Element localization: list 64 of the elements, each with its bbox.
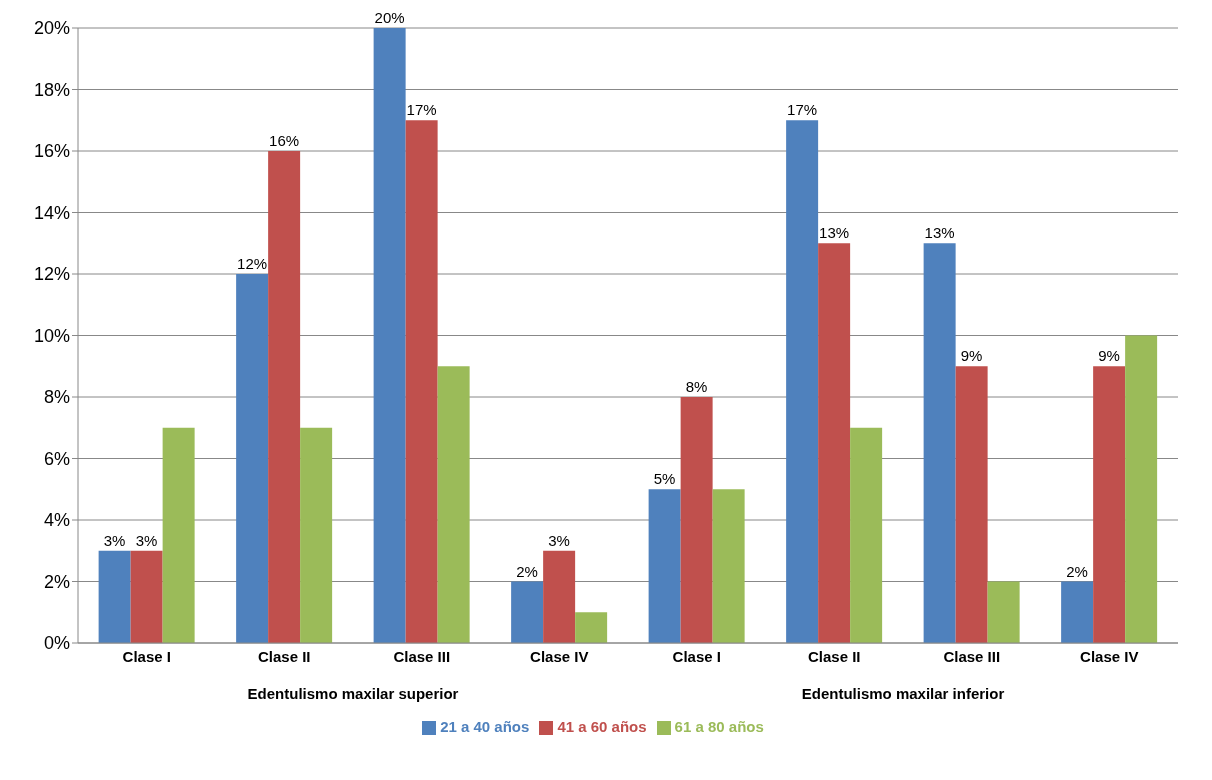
x-tick-label: Clase I xyxy=(672,647,721,665)
bar xyxy=(955,366,988,643)
bar xyxy=(575,612,608,643)
x-tick-label: Clase II xyxy=(807,647,861,665)
data-label: 2% xyxy=(516,562,538,580)
y-tick-label: 10% xyxy=(33,325,70,346)
x-tick-label: Clase III xyxy=(393,647,451,665)
bar xyxy=(712,489,745,643)
data-label: 2% xyxy=(1066,562,1088,580)
data-label: 17% xyxy=(787,101,818,119)
data-label: 12% xyxy=(237,255,268,272)
bar xyxy=(987,581,1020,643)
bar xyxy=(648,489,681,643)
data-label: 17% xyxy=(406,101,437,119)
bar xyxy=(300,427,333,643)
legend-label: 41 a 60 años xyxy=(557,718,647,735)
bar xyxy=(1125,335,1158,643)
y-tick-label: 0% xyxy=(43,633,70,654)
x-tick-label: Clase II xyxy=(257,647,311,665)
x-tick-label: Clase I xyxy=(122,647,171,665)
bar xyxy=(437,366,470,643)
bar xyxy=(850,427,883,643)
data-label: 3% xyxy=(548,531,570,549)
x-tick-label: Clase IV xyxy=(1080,647,1139,665)
y-tick-label: 4% xyxy=(43,510,70,531)
data-label: 5% xyxy=(653,470,676,488)
data-label: 16% xyxy=(269,132,300,149)
data-label: 3% xyxy=(135,531,158,549)
bar xyxy=(680,397,713,643)
bar xyxy=(786,120,819,643)
data-label: 3% xyxy=(103,531,126,549)
bar xyxy=(268,151,301,643)
bar xyxy=(1061,581,1094,643)
x-tick-label: Clase IV xyxy=(530,647,589,665)
y-tick-label: 20% xyxy=(33,18,70,39)
bar xyxy=(130,550,163,643)
bar xyxy=(511,581,544,643)
bar xyxy=(405,120,438,643)
y-tick-label: 2% xyxy=(43,571,70,592)
y-tick-label: 12% xyxy=(33,264,70,285)
text: Edentulismo maxilar inferior xyxy=(800,685,1006,702)
bar xyxy=(98,550,131,643)
bar xyxy=(818,243,851,643)
bar xyxy=(1093,366,1126,643)
bar xyxy=(923,243,956,643)
data-label: 9% xyxy=(960,347,983,365)
data-label: 13% xyxy=(819,224,850,242)
y-tick-label: 6% xyxy=(43,448,70,469)
bar xyxy=(236,274,269,643)
bar xyxy=(162,427,195,643)
bar xyxy=(373,28,406,643)
data-label: 13% xyxy=(924,224,955,242)
data-label: 20% xyxy=(374,9,405,26)
data-label: 9% xyxy=(1098,347,1120,365)
y-tick-label: 16% xyxy=(33,141,70,162)
data-label: 8% xyxy=(685,378,708,395)
legend-label: 21 a 40 años xyxy=(440,718,530,735)
y-tick-label: 8% xyxy=(43,387,70,408)
x-tick-label: Clase III xyxy=(943,647,1001,665)
legend-label: 61 a 80 años xyxy=(674,718,764,735)
bar xyxy=(543,550,576,643)
y-tick-label: 18% xyxy=(33,79,70,100)
y-tick-label: 14% xyxy=(33,202,70,223)
text: Edentulismo maxilar superior xyxy=(246,685,460,702)
